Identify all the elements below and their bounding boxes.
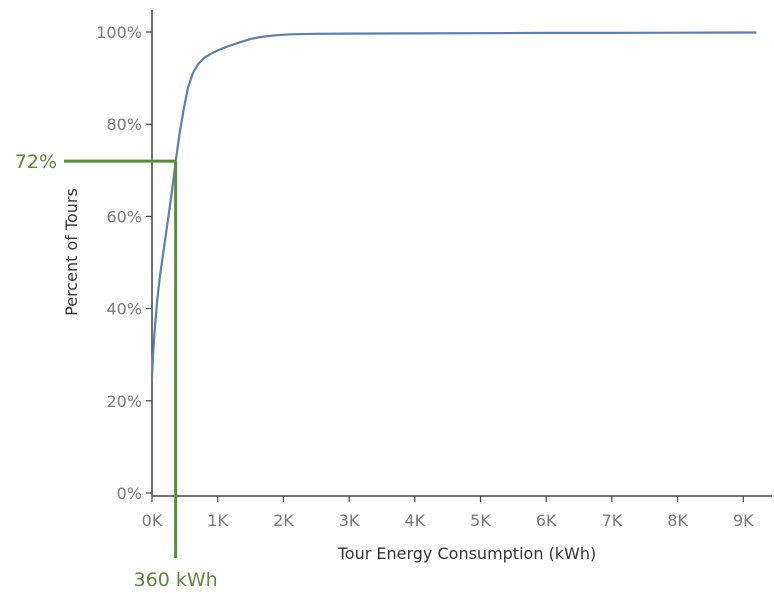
x-tick-label: 9K [733,511,754,530]
series-line [150,31,757,378]
annotation-layer: 72% 360 kWh [15,151,218,591]
y-tick-label: 100% [96,23,142,42]
series-layer [150,31,757,378]
axes [151,10,772,497]
x-tick-label: 1K [207,511,228,530]
x-tick-label: 4K [404,511,425,530]
y-tick-label: 80% [106,115,142,134]
y-tick-label: 0% [117,484,142,503]
y-tick-label: 20% [106,392,142,411]
x-tick-label: 3K [339,511,360,530]
y-ticks: 0% 20% 40% 60% 80% 100% [96,23,152,503]
annotation-percent-label: 72% [15,151,57,173]
annotation-energy-label: 360 kWh [134,569,218,591]
x-tick-label: 5K [470,511,491,530]
y-tick-label: 40% [106,300,142,319]
y-tick-label: 60% [106,207,142,226]
x-tick-label: 0K [142,511,163,530]
x-tick-label: 7K [602,511,623,530]
x-ticks: 0K 1K 2K 3K 4K 5K 6K 7K 8K 9K [142,496,754,530]
x-axis-title: Tour Energy Consumption (kWh) [337,544,597,563]
x-tick-label: 2K [273,511,294,530]
x-tick-label: 8K [667,511,688,530]
y-axis-title: Percent of Tours [62,188,81,316]
x-tick-label: 6K [536,511,557,530]
